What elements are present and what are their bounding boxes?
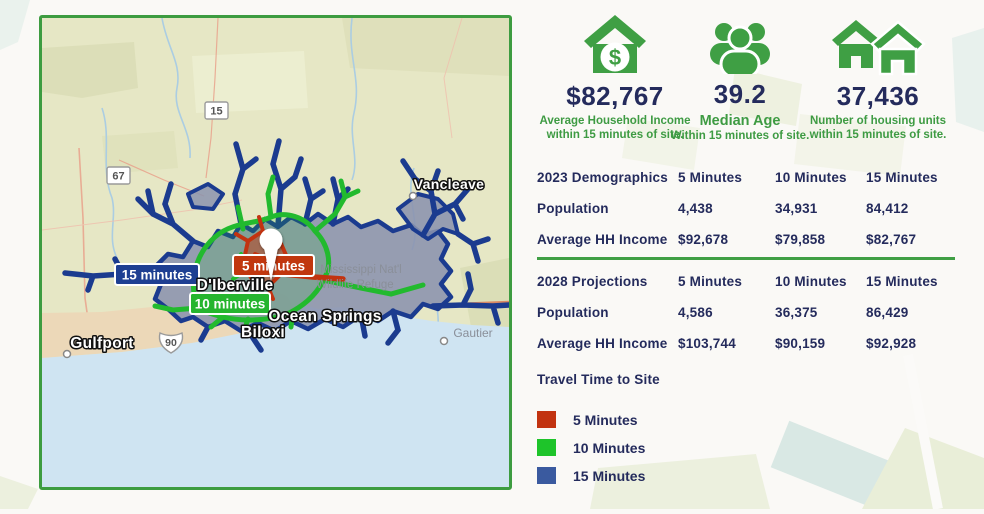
income-value: $82,767 — [566, 81, 664, 111]
cell-income-2023-10min: $79,858 — [775, 232, 826, 247]
income-caption-line1: Average Household Income — [539, 115, 691, 127]
legend-item-10-minutes: 10 Minutes — [537, 439, 660, 456]
water-gulf — [42, 305, 509, 487]
green-divider — [537, 257, 955, 260]
cell-population-2023-15min: 84,412 — [866, 201, 909, 216]
row-label-population-2028: Population — [537, 305, 609, 320]
refuge-label-line2: Wildlife Refuge — [316, 279, 393, 291]
svg-text:$: $ — [609, 45, 621, 70]
cell-income-2028-5min: $103,744 — [678, 336, 736, 351]
legend-label-15min: 15 Minutes — [573, 467, 646, 484]
badge-10-minutes: 10 minutes — [189, 292, 271, 315]
people-icon — [710, 23, 770, 74]
table-2023-col-15min: 15 Minutes — [866, 170, 938, 185]
cell-population-2023-5min: 4,438 — [678, 201, 713, 216]
housing-caption-line1: Number of housing units — [809, 115, 947, 127]
drive-time-map: 15 67 90 Mississippi Nat'l Wildlife Refu… — [39, 15, 512, 490]
legend-title: Travel Time to Site — [537, 372, 660, 387]
gulfport-marker — [62, 349, 72, 359]
stat-average-household-income: $ $82,767 Average Household Income withi… — [527, 14, 703, 142]
gautier-marker — [439, 336, 449, 346]
vancleave-marker — [408, 191, 418, 201]
travel-time-badges: 15 minutes 5 minutes 10 minutes — [114, 254, 315, 315]
cell-income-2023-15min: $82,767 — [866, 232, 917, 247]
legend-item-5-minutes: 5 Minutes — [537, 411, 660, 428]
highway-shields: 15 67 90 — [106, 101, 229, 354]
cell-income-2028-10min: $90,159 — [775, 336, 826, 351]
legend-label-10min: 10 Minutes — [573, 439, 646, 456]
cell-population-2023-10min: 34,931 — [775, 201, 818, 216]
svg-text:15: 15 — [210, 106, 222, 118]
city-label-vancleave: Vancleave — [414, 176, 484, 192]
site-location-pin — [259, 228, 283, 281]
city-label-diberville: D'Iberville — [197, 277, 274, 294]
highway-shield-90: 90 — [158, 332, 184, 354]
income-caption-line2: within 15 minutes of site. — [546, 128, 684, 141]
housing-units-caption: Number of housing units within 15 minute… — [810, 115, 947, 142]
legend-swatch-15min — [537, 467, 556, 484]
table-2028-col-5min: 5 Minutes — [678, 274, 743, 289]
city-label-ocean-springs: Ocean Springs — [268, 308, 381, 325]
stat-housing-units: 37,436 Number of housing units within 15… — [790, 14, 966, 142]
city-label-biloxi: Biloxi — [241, 324, 285, 341]
map-svg: 15 67 90 Mississippi Nat'l Wildlife Refu… — [42, 18, 509, 487]
legend-label-5min: 5 Minutes — [573, 411, 638, 428]
city-labels: Gulfport D'Iberville Biloxi Ocean Spring… — [69, 175, 486, 354]
badge-15-minutes: 15 minutes — [114, 263, 200, 286]
median-age-label: Median Age — [699, 113, 781, 129]
houses-icon — [832, 20, 926, 76]
highway-shield-15: 15 — [204, 101, 229, 120]
legend-swatch-5min — [537, 411, 556, 428]
legend-item-15-minutes: 15 Minutes — [537, 467, 660, 484]
cell-income-2023-5min: $92,678 — [678, 232, 729, 247]
table-2028-col-10min: 10 Minutes — [775, 274, 847, 289]
row-label-income-2023: Average HH Income — [537, 232, 668, 247]
table-2023-col-5min: 5 Minutes — [678, 170, 743, 185]
table-2023-col-10min: 10 Minutes — [775, 170, 847, 185]
table-2028-projections: 2028 Projections 5 Minutes 10 Minutes 15… — [537, 266, 959, 359]
highway-shield-67: 67 — [106, 166, 131, 185]
house-dollar-icon: $ — [584, 15, 646, 73]
housing-caption-line2: within 15 minutes of site. — [809, 128, 947, 141]
svg-text:15 minutes: 15 minutes — [122, 268, 193, 283]
income-caption: Average Household Income within 15 minut… — [539, 115, 690, 142]
town-markers — [62, 191, 449, 359]
svg-text:10 minutes: 10 minutes — [195, 297, 266, 312]
median-age-value: 39.2 — [713, 79, 767, 109]
stat-median-age: 39.2 Median Age Within 15 minutes of sit… — [667, 14, 813, 144]
svg-text:67: 67 — [112, 171, 124, 183]
travel-time-legend: Travel Time to Site 5 Minutes 10 Minutes… — [537, 372, 660, 484]
row-label-income-2028: Average HH Income — [537, 336, 668, 351]
refuge-label-line1: Mississippi Nat'l — [320, 264, 401, 276]
city-label-gulfport: Gulfport — [70, 335, 134, 352]
housing-units-value: 37,436 — [836, 81, 920, 111]
table-2023-demographics: 2023 Demographics 5 Minutes 10 Minutes 1… — [537, 162, 959, 255]
table-2023-title: 2023 Demographics — [537, 170, 668, 185]
cell-income-2028-15min: $92,928 — [866, 336, 917, 351]
median-age-caption: Within 15 minutes of site. — [671, 130, 810, 144]
cell-population-2028-10min: 36,375 — [775, 305, 818, 320]
legend-swatch-10min — [537, 439, 556, 456]
table-2028-col-15min: 15 Minutes — [866, 274, 938, 289]
cell-population-2028-5min: 4,586 — [678, 305, 713, 320]
minor-labels: Mississippi Nat'l Wildlife Refuge Gautie… — [316, 264, 492, 340]
table-2028-title: 2028 Projections — [537, 274, 648, 289]
city-label-gautier: Gautier — [453, 326, 492, 340]
median-age-caption-line1: Within 15 minutes of site. — [670, 130, 810, 142]
cell-population-2028-15min: 86,429 — [866, 305, 909, 320]
legend-items: 5 Minutes 10 Minutes 15 Minutes — [537, 411, 660, 484]
row-label-population-2023: Population — [537, 201, 609, 216]
svg-text:90: 90 — [165, 337, 177, 349]
